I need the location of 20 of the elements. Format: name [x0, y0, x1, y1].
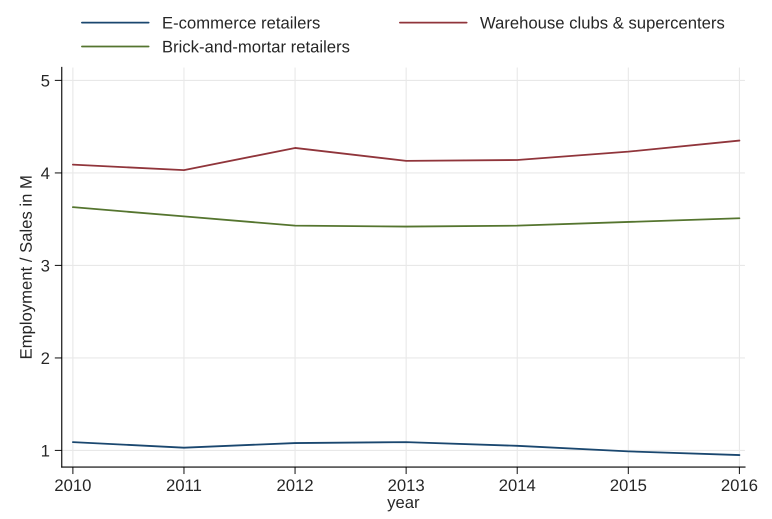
x-tick-label: 2016: [722, 479, 758, 492]
x-tick-label: 2011: [166, 479, 202, 492]
y-tick-label: 5: [41, 74, 50, 87]
y-tick-label: 2: [42, 352, 50, 364]
y-tick-label: 4: [41, 168, 50, 179]
x-tick-label: 2014: [500, 479, 536, 492]
x-tick-label: 2012: [277, 479, 313, 492]
x-tick-label: 2010: [55, 479, 91, 492]
x-axis-title: year: [387, 498, 420, 512]
y-tick-label: 1: [42, 445, 50, 456]
line-series: [72, 140, 740, 172]
x-tick-label: 2015: [610, 479, 646, 492]
line-series: [72, 206, 740, 228]
x-tick-label: 2013: [388, 479, 424, 492]
line-series: [72, 441, 740, 456]
y-axis-title: Employment / Sales in M: [20, 176, 36, 358]
legend-label: Warehouse clubs & supercenters: [480, 16, 724, 32]
y-tick-label: 3: [41, 260, 50, 272]
legend-label: Brick-and-mortar retailers: [163, 40, 350, 53]
legend-label: E-commerce retailers: [163, 16, 320, 29]
